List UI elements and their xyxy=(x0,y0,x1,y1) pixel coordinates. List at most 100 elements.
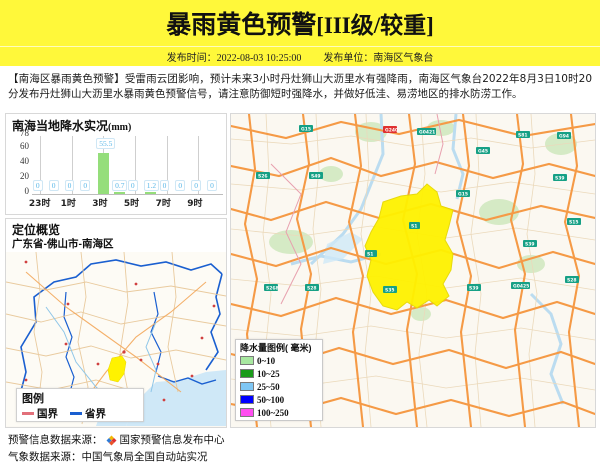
legend-item-province-border: 省界 xyxy=(70,406,106,421)
chart-title-text: 南海当地降水实况 xyxy=(12,119,109,133)
chart-bar xyxy=(145,192,157,194)
national-warning-center-icon xyxy=(106,435,117,446)
svg-text:G94: G94 xyxy=(559,134,569,140)
chart-x-tick: 23时 xyxy=(28,199,51,209)
chart-gridline xyxy=(134,136,136,194)
page-title: 暴雨黄色预警[III级/较重] xyxy=(166,5,434,41)
chart-x-axis-labels: 23时 1时 3时 5时 7时 9时 xyxy=(28,196,223,210)
chart-y-tick: 78 xyxy=(20,128,29,138)
footer: 预警信息数据来源： 国家预警信息发布中心 气象数据来源：中国气象局全国自动站实况 xyxy=(8,432,592,466)
footer-source-1: 国家预警信息发布中心 xyxy=(119,434,225,446)
svg-text:S81: S81 xyxy=(518,133,528,139)
svg-text:S1: S1 xyxy=(367,252,373,258)
svg-text:S28: S28 xyxy=(307,286,317,292)
chart-value-label: 0 xyxy=(80,180,91,191)
national-border-label: 国界 xyxy=(37,408,58,420)
footer-prefix-1: 预警信息数据来源： xyxy=(8,434,103,446)
chart-value-label: 0 xyxy=(191,180,201,191)
rainfall-legend-swatch xyxy=(240,369,254,378)
overview-legend-title: 图例 xyxy=(22,393,44,405)
rainfall-legend-label: 25~50 xyxy=(257,381,280,392)
national-border-swatch xyxy=(22,412,34,415)
rainfall-legend-label: 10~25 xyxy=(257,368,280,379)
location-title: 定位概览 xyxy=(12,223,61,237)
chart-value-label: 0 xyxy=(32,180,43,191)
chart-plot-area: 0 0 0 0 55.5 0.7 0 1.2 0 0 0 0 xyxy=(32,136,222,194)
chart-x-tick: 3时 xyxy=(92,199,108,209)
svg-text:S15: S15 xyxy=(569,220,579,226)
svg-text:G45: G45 xyxy=(478,149,488,155)
overview-legend: 图例 国界 省界 xyxy=(16,388,144,422)
rainfall-legend-swatch xyxy=(240,395,254,404)
rainfall-legend-title: 降水量图例( 毫米) xyxy=(240,343,312,353)
chart-unit-label: (mm) xyxy=(108,122,132,133)
chart-x-tick: 1时 xyxy=(60,199,76,209)
chart-gridline xyxy=(198,136,200,194)
svg-text:G15: G15 xyxy=(301,127,311,133)
chart-value-label: 0 xyxy=(64,180,75,191)
chart-y-axis: 0 20 40 60 78 xyxy=(6,128,32,197)
footer-source-2: 气象数据来源：中国气象局全国自动站实况 xyxy=(8,451,208,463)
chart-value-label: 0 xyxy=(159,180,170,191)
rainfall-legend-swatch xyxy=(240,408,254,417)
province-border-swatch xyxy=(70,412,82,415)
rainfall-legend-row: 25~50 xyxy=(240,380,289,393)
rainfall-legend-items: 0~10 10~25 25~50 50~100 100~250 xyxy=(240,354,289,419)
rainfall-legend-label: 50~100 xyxy=(257,394,285,405)
chart-value-label: 0.7 xyxy=(112,180,128,191)
warning-notice-text: 【南海区暴雨黄色预警】受雷雨云团影响，预计未来3小时丹灶狮山大沥里水有强降雨，南… xyxy=(8,73,592,100)
chart-y-tick: 0 xyxy=(24,186,30,196)
chart-y-tick: 40 xyxy=(20,156,29,167)
precipitation-chart-panel: 南海当地降水实况(mm) 0 20 40 60 78 0 0 0 0 55.5 0.7 0 1.2 0 0… xyxy=(5,113,227,215)
chart-value-label: 0 xyxy=(207,180,217,191)
province-border-label: 省界 xyxy=(85,408,106,420)
header-divider xyxy=(0,46,600,47)
chart-y-tick: 20 xyxy=(20,171,29,182)
chart-x-axis-line xyxy=(32,194,223,195)
svg-text:S49: S49 xyxy=(311,174,321,180)
svg-text:S35: S35 xyxy=(385,288,395,294)
svg-text:G0425: G0425 xyxy=(513,284,529,290)
svg-text:S39: S39 xyxy=(555,176,565,182)
overview-legend-items: 国界 省界 xyxy=(22,406,106,421)
chart-value-label: 55.5 xyxy=(96,137,116,149)
svg-text:S28: S28 xyxy=(567,278,577,284)
svg-text:G240: G240 xyxy=(385,128,398,134)
svg-text:S268: S268 xyxy=(266,286,279,292)
publish-unit: 发布单位：南海区气象台 xyxy=(323,53,434,64)
location-subtitle: 广东省-佛山市-南海区 xyxy=(12,238,114,250)
rainfall-legend-swatch xyxy=(240,382,254,391)
overview-map[interactable]: 图例 国界 省界 xyxy=(5,252,227,428)
chart-gridline xyxy=(166,136,168,194)
chart-title: 南海当地降水实况(mm) xyxy=(12,117,131,134)
svg-text:S39: S39 xyxy=(469,286,479,292)
warning-header: 暴雨黄色预警[III级/较重] xyxy=(0,0,600,46)
chart-gridline xyxy=(71,136,73,194)
svg-text:S39: S39 xyxy=(525,242,535,248)
rainfall-legend-row: 50~100 xyxy=(240,393,289,406)
chart-bar xyxy=(113,192,125,194)
chart-value-label: 0 xyxy=(127,180,138,191)
svg-text:G15: G15 xyxy=(458,192,468,198)
chart-x-tick: 9时 xyxy=(187,199,203,209)
chart-value-label: 0 xyxy=(175,180,186,191)
chart-bar xyxy=(97,152,109,194)
rainfall-legend: 降水量图例( 毫米) 0~10 10~25 25~50 50~100 100~250 xyxy=(235,339,323,421)
chart-y-tick: 60 xyxy=(20,141,29,152)
detail-map[interactable]: G15 S26 S49 G240 G0421 G45 S81 G94 S39 S… xyxy=(230,113,596,428)
svg-text:G0421: G0421 xyxy=(419,130,435,136)
rainfall-legend-label: 100~250 xyxy=(257,407,289,418)
warning-subheader: 发布时间：2022-08-03 10:25:00 发布单位：南海区气象台 xyxy=(0,47,600,66)
svg-text:S1: S1 xyxy=(411,224,417,230)
publish-time: 发布时间：2022-08-03 10:25:00 xyxy=(166,53,302,64)
footer-line-met-source: 气象数据来源：中国气象局全国自动站实况 xyxy=(8,449,592,466)
rainfall-legend-label: 0~10 xyxy=(257,355,276,366)
chart-gridline xyxy=(39,136,41,194)
rainfall-legend-row: 0~10 xyxy=(240,354,289,367)
warning-title-main: 暴雨黄色预警 xyxy=(166,12,317,39)
legend-item-national-border: 国界 xyxy=(22,406,58,421)
chart-value-label: 1.2 xyxy=(143,180,160,191)
location-panel: 定位概览 广东省-佛山市-南海区 xyxy=(5,218,227,252)
chart-value-label: 0 xyxy=(48,180,59,191)
warning-title-level: [III级/较重] xyxy=(316,13,434,38)
